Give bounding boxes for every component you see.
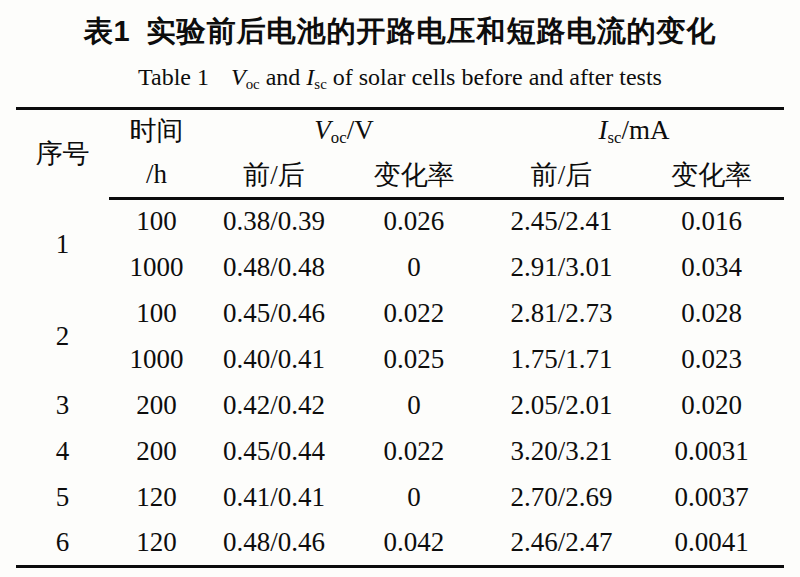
title-suffix-text: of solar cells before and after tests (333, 64, 662, 90)
header-row-2: /h 前/后 变化率 前/后 变化率 (16, 153, 784, 198)
cell-voc-before-after: 0.38/0.39 (204, 198, 344, 244)
cell-time: 100 (109, 290, 204, 336)
cell-voc-before-after: 0.41/0.41 (204, 474, 344, 520)
table-row: 4 200 0.45/0.44 0.022 3.20/3.21 0.0031 (16, 428, 784, 474)
cell-isc-before-after: 2.91/3.01 (484, 244, 639, 290)
header-isc-before-after: 前/后 (484, 153, 639, 198)
cell-seq: 4 (16, 428, 109, 474)
table-row: 2 100 0.45/0.46 0.022 2.81/2.73 0.028 (16, 290, 784, 336)
isc-unit: /mA (621, 115, 669, 145)
table-row: 1000 0.48/0.48 0 2.91/3.01 0.034 (16, 244, 784, 290)
cell-voc-rate: 0.022 (344, 290, 484, 336)
cell-seq: 5 (16, 474, 109, 520)
cell-isc-before-after: 2.05/2.01 (484, 382, 639, 428)
cell-isc-rate: 0.028 (639, 290, 784, 336)
cell-voc-rate: 0.025 (344, 336, 484, 382)
cell-seq: 1 (16, 198, 109, 290)
header-time: 时间 (109, 108, 204, 153)
cell-seq: 6 (16, 520, 109, 566)
results-table: 序号 时间 Voc/V Isc/mA /h 前/后 变化率 前/后 变化率 1 … (16, 107, 784, 568)
table-number-zh: 表1 (83, 15, 130, 47)
table-title-chinese: 表1 实验前后电池的开路电压和短路电流的变化 (0, 12, 800, 52)
table-title-english: Table 1Voc and Isc of solar cells before… (0, 64, 800, 93)
cell-voc-before-after: 0.48/0.46 (204, 520, 344, 566)
voc-symbol-title: V (231, 64, 246, 90)
header-row-1: 序号 时间 Voc/V Isc/mA (16, 108, 784, 153)
voc-symbol: V (314, 115, 331, 145)
isc-symbol: I (599, 115, 608, 145)
scanned-paper-page: 表1 实验前后电池的开路电压和短路电流的变化 Table 1 Voc and Isc… (0, 0, 800, 577)
cell-voc-before-after: 0.40/0.41 (204, 336, 344, 382)
cell-voc-before-after: 0.45/0.44 (204, 428, 344, 474)
cell-isc-before-after: 1.75/1.71 (484, 336, 639, 382)
cell-voc-before-after: 0.45/0.46 (204, 290, 344, 336)
voc-subscript-title: oc (246, 76, 260, 92)
cell-isc-rate: 0.0037 (639, 474, 784, 520)
cell-voc-before-after: 0.48/0.48 (204, 244, 344, 290)
cell-isc-before-after: 2.70/2.69 (484, 474, 639, 520)
table-row: 6 120 0.48/0.46 0.042 2.46/2.47 0.0041 (16, 520, 784, 566)
voc-subscript: oc (331, 128, 347, 147)
isc-subscript-title: sc (314, 76, 326, 92)
cell-time: 120 (109, 520, 204, 566)
cell-isc-before-after: 2.45/2.41 (484, 198, 639, 244)
cell-seq: 2 (16, 290, 109, 382)
header-isc: Isc/mA (484, 108, 784, 153)
table-header: 序号 时间 Voc/V Isc/mA /h 前/后 变化率 前/后 变化率 (16, 108, 784, 198)
cell-voc-rate: 0.022 (344, 428, 484, 474)
table-number-en: Table 1 (138, 64, 209, 90)
table-row: 5 120 0.41/0.41 0 2.70/2.69 0.0037 (16, 474, 784, 520)
cell-isc-rate: 0.020 (639, 382, 784, 428)
isc-subscript: sc (608, 128, 622, 147)
header-voc-before-after: 前/后 (204, 153, 344, 198)
header-seq: 序号 (16, 108, 109, 198)
cell-isc-before-after: 3.20/3.21 (484, 428, 639, 474)
voc-unit: /V (347, 115, 374, 145)
cell-time: 1000 (109, 244, 204, 290)
cell-isc-rate: 0.016 (639, 198, 784, 244)
cell-time: 120 (109, 474, 204, 520)
cell-time: 100 (109, 198, 204, 244)
cell-voc-rate: 0 (344, 382, 484, 428)
cell-isc-before-after: 2.81/2.73 (484, 290, 639, 336)
header-voc: Voc/V (204, 108, 484, 153)
cell-voc-rate: 0 (344, 474, 484, 520)
cell-voc-before-after: 0.42/0.42 (204, 382, 344, 428)
cell-isc-rate: 0.023 (639, 336, 784, 382)
cell-time: 200 (109, 428, 204, 474)
cell-isc-before-after: 2.46/2.47 (484, 520, 639, 566)
header-isc-change-rate: 变化率 (639, 153, 784, 198)
cell-voc-rate: 0.042 (344, 520, 484, 566)
cell-voc-rate: 0 (344, 244, 484, 290)
table-row: 1 100 0.38/0.39 0.026 2.45/2.41 0.016 (16, 198, 784, 244)
cell-time: 1000 (109, 336, 204, 382)
header-voc-change-rate: 变化率 (344, 153, 484, 198)
table-row: 1000 0.40/0.41 0.025 1.75/1.71 0.023 (16, 336, 784, 382)
cell-seq: 3 (16, 382, 109, 428)
table-title-zh-text: 实验前后电池的开路电压和短路电流的变化 (147, 15, 717, 47)
cell-time: 200 (109, 382, 204, 428)
cell-isc-rate: 0.0041 (639, 520, 784, 566)
cell-voc-rate: 0.026 (344, 198, 484, 244)
cell-isc-rate: 0.034 (639, 244, 784, 290)
header-time-unit: /h (109, 153, 204, 198)
cell-isc-rate: 0.0031 (639, 428, 784, 474)
title-and-text: and (266, 64, 301, 90)
table-body: 1 100 0.38/0.39 0.026 2.45/2.41 0.016 10… (16, 198, 784, 566)
table-row: 3 200 0.42/0.42 0 2.05/2.01 0.020 (16, 382, 784, 428)
